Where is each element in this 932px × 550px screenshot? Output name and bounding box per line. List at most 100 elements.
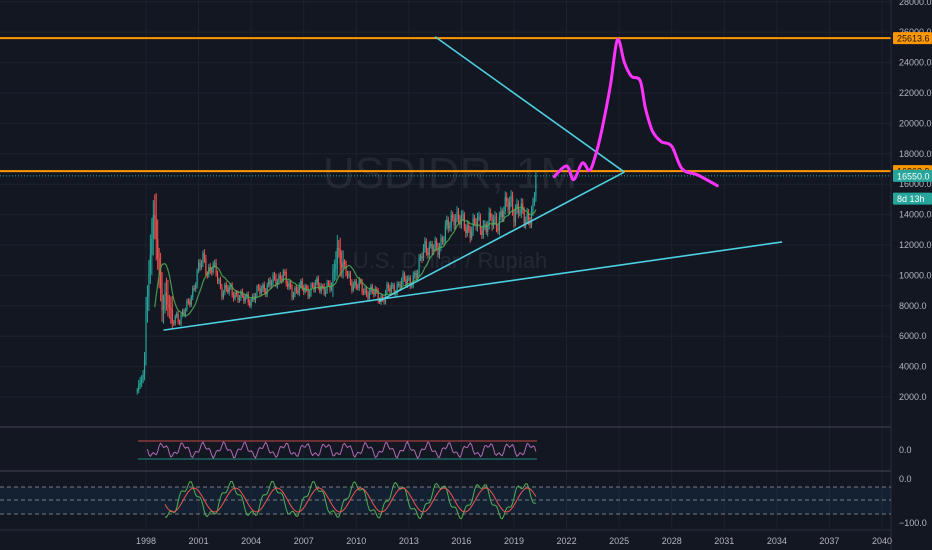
candle-body <box>481 230 483 236</box>
trendline[interactable] <box>378 171 625 302</box>
candle-body <box>249 302 251 306</box>
candle-body <box>192 288 194 297</box>
candle-body <box>273 274 276 278</box>
candle-body <box>365 288 368 294</box>
candle-body <box>174 316 176 324</box>
candle-body <box>155 218 157 239</box>
candle-body <box>436 240 438 247</box>
candle-body <box>444 225 446 241</box>
candle-body <box>406 279 408 285</box>
candle-body <box>456 211 458 220</box>
price-tag-badge <box>893 192 932 205</box>
time-tick-label: 2034 <box>767 536 787 546</box>
candle-body <box>209 266 211 271</box>
candle-body <box>525 221 527 224</box>
candle-body <box>466 225 468 234</box>
candle-body <box>520 203 522 213</box>
candle-body <box>322 285 324 287</box>
projection-path[interactable] <box>552 37 719 188</box>
candle-body <box>259 287 261 294</box>
candle-body <box>216 273 219 281</box>
candle-body <box>528 213 530 221</box>
time-axis[interactable]: 1998 2001 2004 2007 2010 2013 2016 2019 2022 2025… <box>136 536 892 546</box>
candle-body <box>263 284 265 292</box>
candle-body <box>316 278 318 283</box>
candle-body <box>319 286 321 292</box>
candle-body <box>421 256 423 259</box>
oscillator-pane-2[interactable]: 0.0 −100.0 <box>0 474 927 528</box>
candle-body <box>136 390 138 392</box>
candle-body <box>523 209 525 224</box>
candle-body <box>237 293 239 301</box>
trendline[interactable] <box>163 241 783 331</box>
candle-body <box>270 282 273 286</box>
candle-body <box>325 291 327 294</box>
candle-body <box>177 313 179 322</box>
candle-body <box>269 280 271 286</box>
trend-drawings[interactable] <box>163 36 783 331</box>
time-tick-label: 2001 <box>189 536 209 546</box>
candle-body <box>376 288 378 291</box>
candle-body <box>535 175 537 197</box>
symbol-watermark-description: U.S. Dollar / Rupiah <box>353 248 547 273</box>
candle-body <box>298 285 300 294</box>
candle-body <box>341 263 343 268</box>
candle-body <box>178 321 181 324</box>
candle-body <box>173 322 175 324</box>
candle-body <box>389 288 391 292</box>
candle-body <box>514 209 517 223</box>
horizontal-lines[interactable] <box>0 37 891 177</box>
osc1-zero-label: 0.0 <box>899 445 912 455</box>
candle-body <box>390 285 392 292</box>
candle-body <box>443 240 445 242</box>
candle-body <box>190 296 192 305</box>
price-tick-label: 28000.0 <box>899 0 932 7</box>
candle-body <box>278 275 280 282</box>
candle-body <box>468 225 470 229</box>
candle-body <box>373 291 375 295</box>
candle-body <box>471 231 473 239</box>
candle-body <box>333 269 335 273</box>
price-tick-label: 2000.0 <box>899 392 927 402</box>
time-tick-label: 2037 <box>819 536 839 546</box>
candle-body <box>275 277 277 286</box>
candle-body <box>482 225 484 236</box>
candle-body <box>430 244 432 246</box>
candle-body <box>307 288 309 297</box>
candle-body <box>332 272 334 286</box>
candle-body <box>408 277 410 280</box>
candle-body <box>511 195 514 213</box>
candle-body <box>395 293 397 295</box>
candle-body <box>240 291 242 298</box>
candle-body <box>497 227 499 231</box>
candle-body <box>301 281 303 289</box>
oscillator-pane-1[interactable]: 0.0 <box>138 440 912 460</box>
candle-body <box>362 291 365 293</box>
candle-body <box>462 214 464 216</box>
candle-body <box>288 282 290 287</box>
candle-body <box>507 201 509 211</box>
candle-body <box>386 284 388 294</box>
candle-body <box>294 287 296 295</box>
candle-body <box>478 216 480 219</box>
candle-body <box>138 384 140 391</box>
candle-body <box>186 300 188 310</box>
candle-body <box>387 284 390 289</box>
candle-body <box>327 282 330 284</box>
candle-body <box>313 285 315 290</box>
time-tick-label: 2004 <box>241 536 261 546</box>
time-tick-label: 2016 <box>451 536 471 546</box>
osc2-d-line <box>164 487 537 513</box>
osc2-k-line <box>164 480 536 520</box>
candle-body <box>212 263 214 273</box>
candle-body <box>473 218 476 222</box>
candle-body <box>314 282 316 290</box>
trendline[interactable] <box>434 36 625 173</box>
candle-body <box>272 274 274 283</box>
candle-body <box>141 379 143 383</box>
candle-body <box>218 279 220 281</box>
candle-body <box>398 283 400 285</box>
candle-body <box>151 238 153 255</box>
candle-body <box>510 195 512 202</box>
